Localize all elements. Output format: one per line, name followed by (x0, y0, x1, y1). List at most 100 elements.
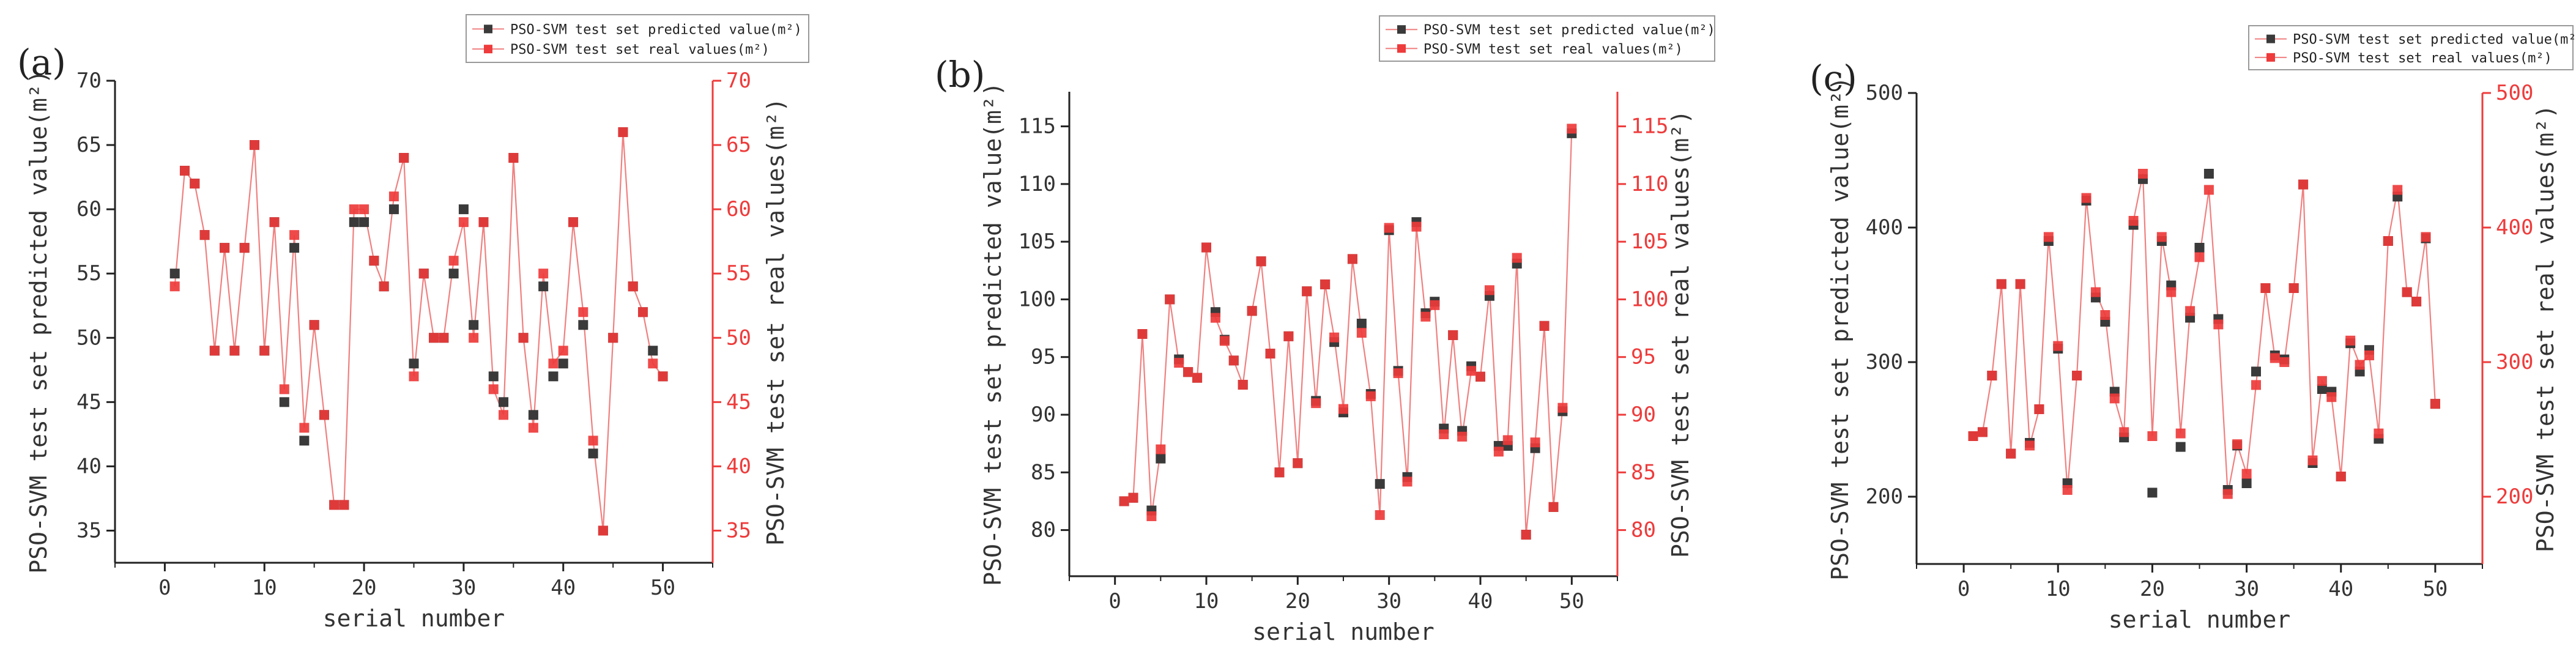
real-point (1365, 391, 1376, 401)
real-point (648, 358, 658, 369)
real-point (1530, 437, 1540, 448)
y-left-tick-label: 500 (1866, 81, 1903, 105)
predicted-point (578, 320, 588, 330)
real-point (2119, 427, 2129, 437)
real-point (2326, 392, 2337, 402)
predicted-point (538, 281, 549, 292)
y-right-tick-label: 95 (1631, 345, 1656, 369)
x-tick-label: 20 (2140, 577, 2165, 601)
real-point (1512, 253, 1522, 263)
real-point (2392, 185, 2403, 195)
real-point (209, 346, 220, 356)
y-left-tick-label: 90 (1031, 402, 1056, 427)
real-point (548, 358, 559, 369)
real-point (1548, 502, 1559, 512)
real-point (2317, 376, 2327, 386)
y-left-tick-label: 50 (76, 325, 102, 350)
predicted-point (588, 448, 598, 459)
real-point (1493, 447, 1504, 457)
real-point (1411, 221, 1422, 232)
predicted-point (279, 397, 289, 407)
predicted-point (2194, 243, 2205, 253)
real-point (2402, 287, 2412, 297)
x-tick-label: 50 (650, 576, 675, 600)
predicted-point (299, 436, 310, 446)
chart-panel-3: (c) 0 10 20 30 40 50 200 300 400 500 200 300 400 500 se… (1810, 25, 2576, 633)
real-point (478, 217, 489, 228)
y-left-tick-label: 110 (1019, 172, 1056, 196)
real-point (2241, 469, 2252, 479)
real-point (339, 500, 349, 510)
real-point (269, 217, 280, 228)
y-left-tick-label: 45 (76, 390, 102, 414)
real-point (558, 346, 568, 356)
x-tick-label: 20 (1285, 589, 1310, 614)
real-point (418, 269, 429, 279)
real-point (2383, 236, 2393, 246)
real-point (409, 371, 419, 382)
real-point (1968, 431, 1978, 441)
panel-letter: (c) (1810, 57, 1857, 99)
y-right-tick-label: 50 (726, 325, 751, 350)
real-point (528, 423, 538, 433)
x-tick-label: 40 (551, 576, 576, 600)
predicted-point (2147, 488, 2158, 498)
real-point (1302, 286, 1312, 297)
predicted-point (2251, 366, 2261, 377)
real-point (508, 153, 519, 163)
real-point (1228, 355, 1239, 366)
real-point (1210, 313, 1220, 323)
x-tick-label: 50 (2422, 577, 2448, 601)
real-point (279, 384, 289, 395)
predicted-point (558, 358, 568, 369)
real-point (1338, 404, 1348, 414)
real-point (289, 230, 300, 240)
real-point (1457, 431, 1468, 442)
y-right-tick-label: 110 (1631, 172, 1668, 196)
y-left-tick-label: 35 (76, 518, 102, 543)
y-left-tick-label: 100 (1019, 287, 1056, 311)
real-point (2374, 428, 2384, 439)
x-tick-label: 20 (352, 576, 377, 600)
y-left-tick-label: 85 (1031, 460, 1056, 484)
real-point (2251, 380, 2261, 390)
y-right-tick-label: 115 (1631, 114, 1668, 139)
real-point (1987, 371, 1997, 380)
real-point (1119, 496, 1129, 506)
predicted-point (499, 397, 509, 407)
real-point (2090, 287, 2101, 297)
real-point (1996, 279, 2006, 289)
y-left-tick-label: 55 (76, 261, 102, 286)
y-left-tick-label: 95 (1031, 345, 1056, 369)
real-point (220, 243, 230, 253)
real-point (568, 217, 579, 228)
real-point (1146, 511, 1157, 521)
x-tick-label: 40 (1468, 589, 1493, 614)
real-point (2100, 310, 2110, 320)
predicted-point (2175, 442, 2186, 452)
legend-label-predicted: PSO-SVM test set predicted value(m²) (2293, 32, 2576, 48)
panel-letter: (a) (17, 42, 66, 83)
real-point (1137, 329, 1148, 339)
real-point (388, 191, 399, 202)
predicted-point (528, 410, 538, 420)
real-point (1320, 279, 1331, 289)
y-right-tick-label: 60 (726, 197, 751, 221)
real-point (2025, 440, 2035, 451)
real-point (608, 333, 618, 343)
y-right-tick-label: 35 (726, 518, 751, 543)
real-point (1201, 242, 1211, 253)
real-point (379, 281, 389, 292)
real-point (588, 436, 598, 446)
x-tick-label: 10 (252, 576, 277, 600)
real-point (359, 204, 369, 215)
real-point (1521, 530, 1531, 540)
predicted-point (448, 269, 459, 279)
real-point (1256, 256, 1266, 267)
real-point (309, 320, 319, 330)
y-right-axis-label: PSO-SVM test set real values(m²) (1667, 110, 1694, 558)
y-right-tick-label: 300 (2496, 350, 2533, 374)
real-point (1293, 458, 1303, 469)
real-point (2270, 353, 2280, 363)
